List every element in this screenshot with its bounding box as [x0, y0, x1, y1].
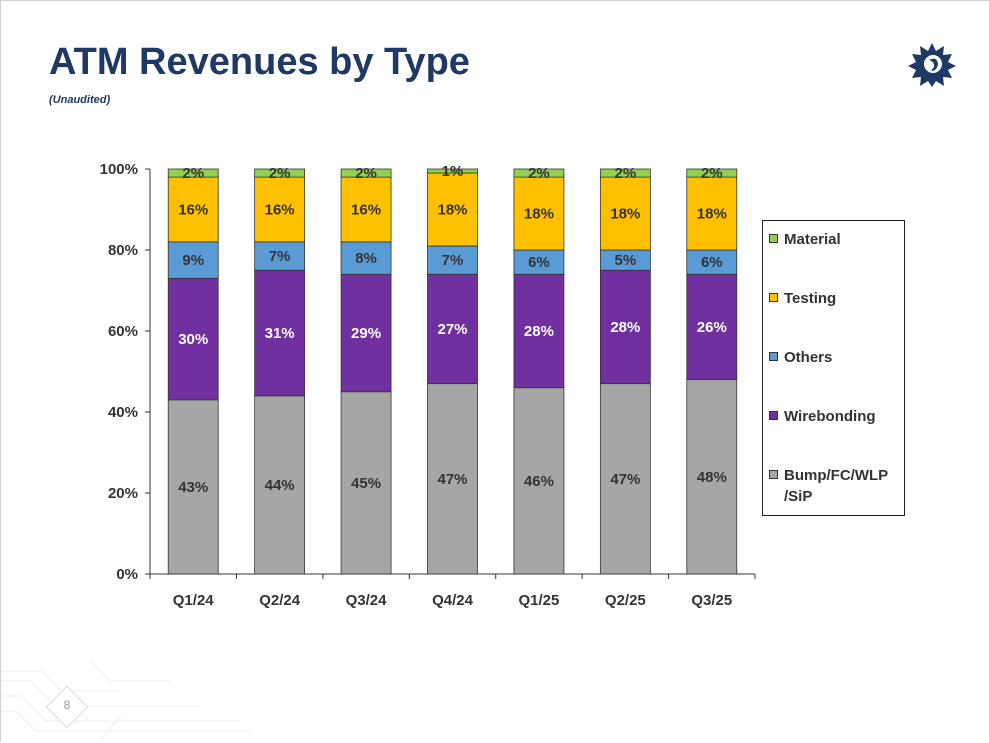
- circuit-decoration: [1, 660, 251, 740]
- bar-segment-material: [254, 168, 306, 178]
- legend-label-wirebonding: Wirebonding: [784, 408, 876, 425]
- data-label: 46%: [524, 473, 554, 490]
- data-label: 16%: [178, 202, 208, 219]
- data-label: 29%: [351, 325, 381, 342]
- data-label: 44%: [265, 477, 295, 494]
- bar-segment-material: [427, 168, 478, 174]
- data-label: 43%: [178, 479, 208, 496]
- bar-segment-material: [599, 168, 651, 178]
- legend-swatch-bump-fc-wlp-sip: [769, 470, 778, 479]
- data-label: 2%: [182, 165, 204, 182]
- legend-swatch-wirebonding: [769, 411, 778, 420]
- y-tick-label: 100%: [100, 161, 138, 178]
- legend-label-material: Material: [784, 231, 841, 248]
- bar-segment-material: [686, 168, 738, 178]
- bar-segment-others: [340, 241, 392, 275]
- bar-segment-testing: [599, 176, 651, 251]
- data-label: 18%: [524, 206, 554, 223]
- bar-segment-testing: [686, 176, 738, 251]
- bar-segment-wirebonding: [686, 273, 738, 380]
- page-subtitle: (Unaudited): [49, 94, 111, 106]
- x-tick-label: Q1/25: [518, 592, 559, 609]
- bar-segment-testing: [340, 176, 392, 243]
- y-tick-label: 40%: [108, 404, 138, 421]
- data-label: 9%: [182, 252, 204, 269]
- chart-legend: Material Testing Others Wirebonding Bump…: [762, 220, 905, 516]
- bar-segment-bump-fc-wlp-sip: [254, 395, 306, 575]
- x-tick-label: Q2/25: [605, 592, 646, 609]
- data-label: 18%: [610, 206, 640, 223]
- bar-segment-wirebonding: [513, 273, 565, 389]
- x-tick-label: Q3/24: [346, 592, 388, 609]
- page-title: ATM Revenues by Type: [49, 41, 470, 83]
- data-label: 2%: [615, 165, 637, 182]
- data-label: 45%: [351, 475, 381, 492]
- data-label: 6%: [528, 254, 550, 271]
- data-label: 18%: [697, 206, 727, 223]
- bar-segment-wirebonding: [599, 269, 651, 385]
- bar-segment-material: [340, 168, 392, 178]
- data-label: 7%: [442, 252, 464, 269]
- bar-segment-testing: [254, 176, 306, 243]
- bar-segment-wirebonding: [340, 273, 392, 393]
- data-label: 30%: [178, 331, 208, 348]
- company-logo-icon: [908, 43, 956, 87]
- data-label: 8%: [355, 250, 377, 267]
- data-label: 26%: [697, 319, 727, 336]
- x-tick-label: Q3/25: [691, 592, 732, 609]
- data-label: 2%: [269, 165, 291, 182]
- x-tick-label: Q4/24: [432, 592, 474, 609]
- bar-segment-others: [513, 249, 565, 275]
- data-label: 5%: [615, 252, 637, 269]
- data-label: 1%: [442, 163, 464, 180]
- bar-segment-bump-fc-wlp-sip: [167, 399, 219, 575]
- bar-segment-testing: [427, 172, 478, 247]
- bar-segment-bump-fc-wlp-sip: [686, 379, 738, 575]
- data-label: 16%: [265, 202, 295, 219]
- data-label: 7%: [269, 248, 291, 265]
- y-tick-label: 0%: [116, 566, 138, 583]
- bar-segment-bump-fc-wlp-sip: [340, 391, 392, 575]
- data-label: 31%: [265, 325, 295, 342]
- bar-segment-testing: [167, 176, 219, 243]
- legend-label-testing: Testing: [784, 290, 837, 307]
- bar-segment-bump-fc-wlp-sip: [513, 387, 565, 575]
- data-label: 27%: [437, 321, 467, 338]
- data-label: 48%: [697, 469, 727, 486]
- y-tick-label: 80%: [108, 242, 138, 259]
- bar-segment-others: [427, 245, 478, 275]
- legend-swatch-material: [769, 234, 778, 243]
- data-label: 2%: [355, 165, 377, 182]
- legend-swatch-others: [769, 352, 778, 361]
- data-label: 2%: [528, 165, 550, 182]
- data-label: 47%: [610, 471, 640, 488]
- page-number: 8: [63, 698, 71, 712]
- bar-segment-material: [167, 168, 219, 178]
- bar-segment-material: [513, 168, 565, 178]
- bar-segment-wirebonding: [167, 277, 219, 401]
- x-tick-label: Q1/24: [173, 592, 215, 609]
- bar-segment-others: [167, 241, 219, 279]
- data-label: 28%: [610, 319, 640, 336]
- data-label: 2%: [701, 165, 723, 182]
- data-label: 16%: [351, 202, 381, 219]
- legend-label-bump-fc-wlp-sip: Bump/FC/WLP /SiP: [784, 467, 888, 505]
- data-label: 18%: [437, 202, 467, 219]
- y-tick-label: 60%: [108, 323, 138, 340]
- x-tick-label: Q2/24: [259, 592, 301, 609]
- bar-segment-wirebonding: [427, 273, 478, 385]
- legend-swatch-testing: [769, 293, 778, 302]
- bar-segment-others: [254, 241, 306, 271]
- data-label: 6%: [701, 254, 723, 271]
- legend-label-others: Others: [784, 349, 833, 366]
- bar-segment-bump-fc-wlp-sip: [599, 383, 651, 575]
- bar-segment-bump-fc-wlp-sip: [427, 383, 478, 575]
- bar-segment-wirebonding: [254, 269, 306, 397]
- data-label: 47%: [437, 471, 467, 488]
- y-tick-label: 20%: [108, 485, 138, 502]
- data-label: 28%: [524, 323, 554, 340]
